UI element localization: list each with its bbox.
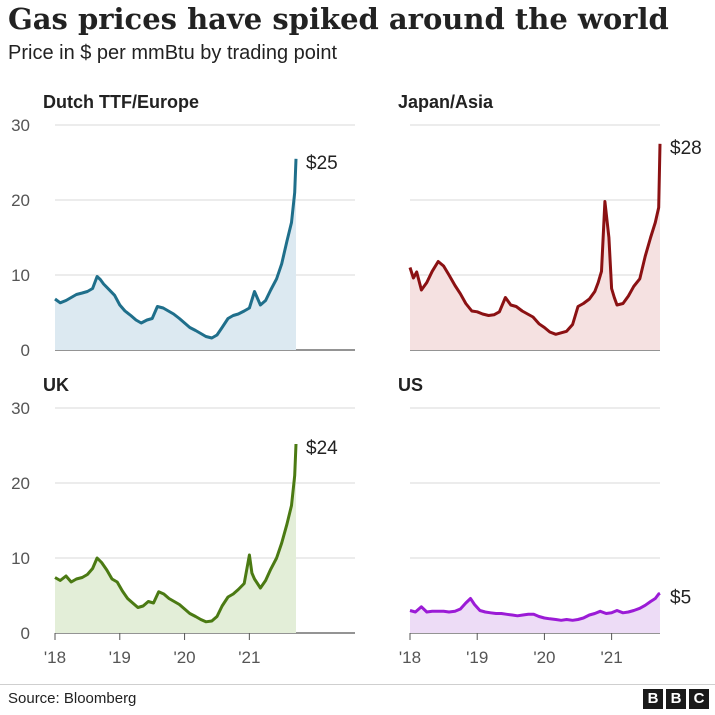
panel-title: US — [398, 375, 423, 395]
chart-title: Gas prices have spiked around the world — [8, 2, 669, 36]
panel-title: Japan/Asia — [398, 92, 494, 112]
x-tick-label: '21 — [601, 648, 623, 667]
y-tick-label: 0 — [21, 341, 30, 360]
y-tick-label: 0 — [21, 624, 30, 643]
x-tick-label: '19 — [466, 648, 488, 667]
end-value-label: $25 — [306, 153, 338, 174]
series-line — [54, 158, 298, 340]
y-tick-label: 10 — [11, 266, 30, 285]
x-tick-label: '18 — [44, 648, 66, 667]
y-tick-label: 20 — [11, 474, 30, 493]
bbc-logo: B B C — [643, 689, 709, 709]
series-line — [54, 443, 298, 624]
y-tick-label: 10 — [11, 549, 30, 568]
y-tick-label: 30 — [11, 116, 30, 135]
chart-subtitle: Price in $ per mmBtu by trading point — [8, 42, 338, 64]
bbc-logo-letter: C — [689, 689, 709, 709]
end-value-label: $28 — [670, 138, 702, 159]
x-tick-label: '19 — [109, 648, 131, 667]
x-tick-label: '20 — [533, 648, 555, 667]
y-tick-label: 30 — [11, 399, 30, 418]
area-fill — [55, 444, 296, 633]
x-tick-label: '20 — [173, 648, 195, 667]
x-tick-label: '21 — [238, 648, 260, 667]
source-note: Source: Bloomberg — [8, 690, 137, 707]
area-fill — [410, 143, 660, 350]
small-multiples-chart: 0 10 20 30 Dutch TTF/Europe $25 Japan/Asia $28 0… — [11, 92, 702, 667]
y-tick-label: 20 — [11, 191, 30, 210]
footer-divider — [0, 684, 715, 685]
end-value-label: $5 — [670, 587, 691, 608]
series-line — [408, 143, 662, 336]
area-fill — [55, 158, 296, 350]
series-line — [409, 591, 661, 622]
end-value-label: $24 — [306, 438, 338, 459]
x-tick-label: '18 — [399, 648, 421, 667]
panel-title: UK — [43, 375, 69, 395]
bbc-logo-letter: B — [643, 689, 663, 709]
panel-title: Dutch TTF/Europe — [43, 92, 199, 112]
bbc-logo-letter: B — [666, 689, 686, 709]
